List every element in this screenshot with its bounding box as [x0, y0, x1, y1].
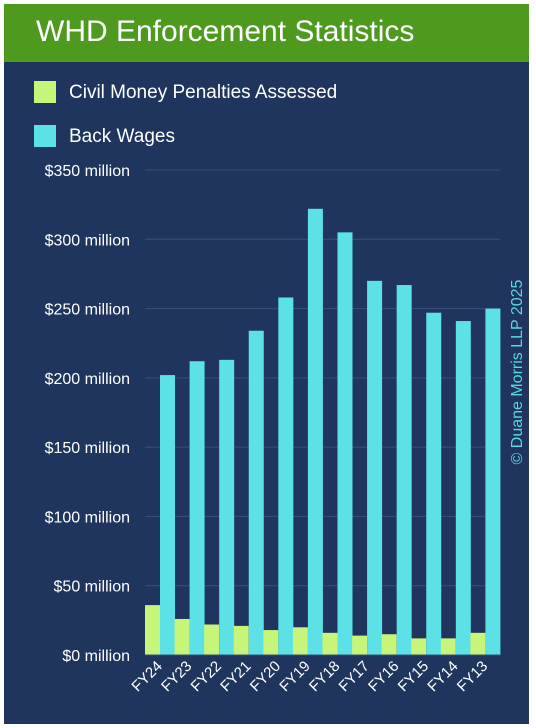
title-bar: WHD Enforcement Statistics	[4, 4, 529, 62]
legend-item-back-wages: Back Wages	[34, 124, 394, 150]
x-tick-label: FY14	[424, 658, 461, 695]
bar-back-wages	[219, 359, 235, 655]
x-tick-label: FY16	[365, 658, 402, 695]
bar-back-wages	[248, 330, 264, 655]
bar-penalties	[440, 638, 456, 655]
x-tick-label: FY22	[188, 658, 225, 695]
bar-penalties	[470, 632, 486, 655]
x-tick-label: FY20	[247, 658, 284, 695]
bar-back-wages	[426, 312, 442, 655]
bar-penalties	[352, 635, 368, 655]
bar-penalties	[411, 638, 427, 655]
y-tick-label: $150 million	[45, 440, 130, 457]
copyright-watermark: © Duane Morris LLP 2025	[509, 279, 526, 465]
bar-back-wages	[455, 321, 471, 655]
bar-chart: $0 million $50 million $100 million $150 mi…	[45, 163, 501, 695]
y-tick-label: $350 million	[45, 163, 130, 180]
bar-penalties	[145, 605, 160, 655]
y-tick-label: $200 million	[45, 371, 130, 388]
bar-back-wages	[485, 308, 501, 655]
bar-penalties	[292, 627, 308, 655]
bar-penalties	[233, 625, 249, 655]
bar-back-wages	[189, 361, 205, 655]
bar-back-wages	[278, 297, 294, 655]
x-tick-label: FY17	[336, 658, 373, 695]
bar-penalties	[204, 624, 220, 655]
bar-back-wages	[307, 208, 323, 656]
legend-label-back-wages: Back Wages	[69, 126, 175, 147]
y-tick-label: $0 million	[62, 648, 130, 665]
chart-frame: WHD Enforcement Statistics Civil Money P…	[4, 4, 529, 724]
y-tick-label: $250 million	[45, 302, 130, 319]
bar-penalties	[174, 618, 190, 655]
bar-back-wages	[396, 285, 412, 655]
x-tick-label: FY24	[128, 658, 165, 695]
legend-item-penalties: Civil Money Penalties Assessed	[34, 80, 394, 106]
bar-back-wages	[337, 232, 353, 655]
y-tick-label: $300 million	[45, 232, 130, 249]
x-tick-label: FY13	[454, 658, 491, 695]
x-tick-label: FY15	[395, 658, 432, 695]
bar-penalties	[381, 634, 397, 655]
bar-back-wages	[367, 280, 383, 655]
x-tick-label: FY19	[276, 658, 313, 695]
legend-swatch-penalties	[34, 81, 56, 103]
y-tick-label: $50 million	[54, 579, 130, 596]
legend-swatch-back-wages	[34, 125, 56, 147]
x-tick-label: FY18	[306, 658, 343, 695]
bar-penalties	[263, 630, 279, 655]
chart-title: WHD Enforcement Statistics	[36, 15, 415, 48]
y-tick-label: $100 million	[45, 509, 130, 526]
legend-label-penalties: Civil Money Penalties Assessed	[69, 82, 338, 103]
bar-penalties	[322, 632, 338, 655]
bar-back-wages	[160, 375, 175, 655]
x-tick-label: FY21	[217, 658, 254, 695]
x-tick-label: FY23	[158, 658, 195, 695]
